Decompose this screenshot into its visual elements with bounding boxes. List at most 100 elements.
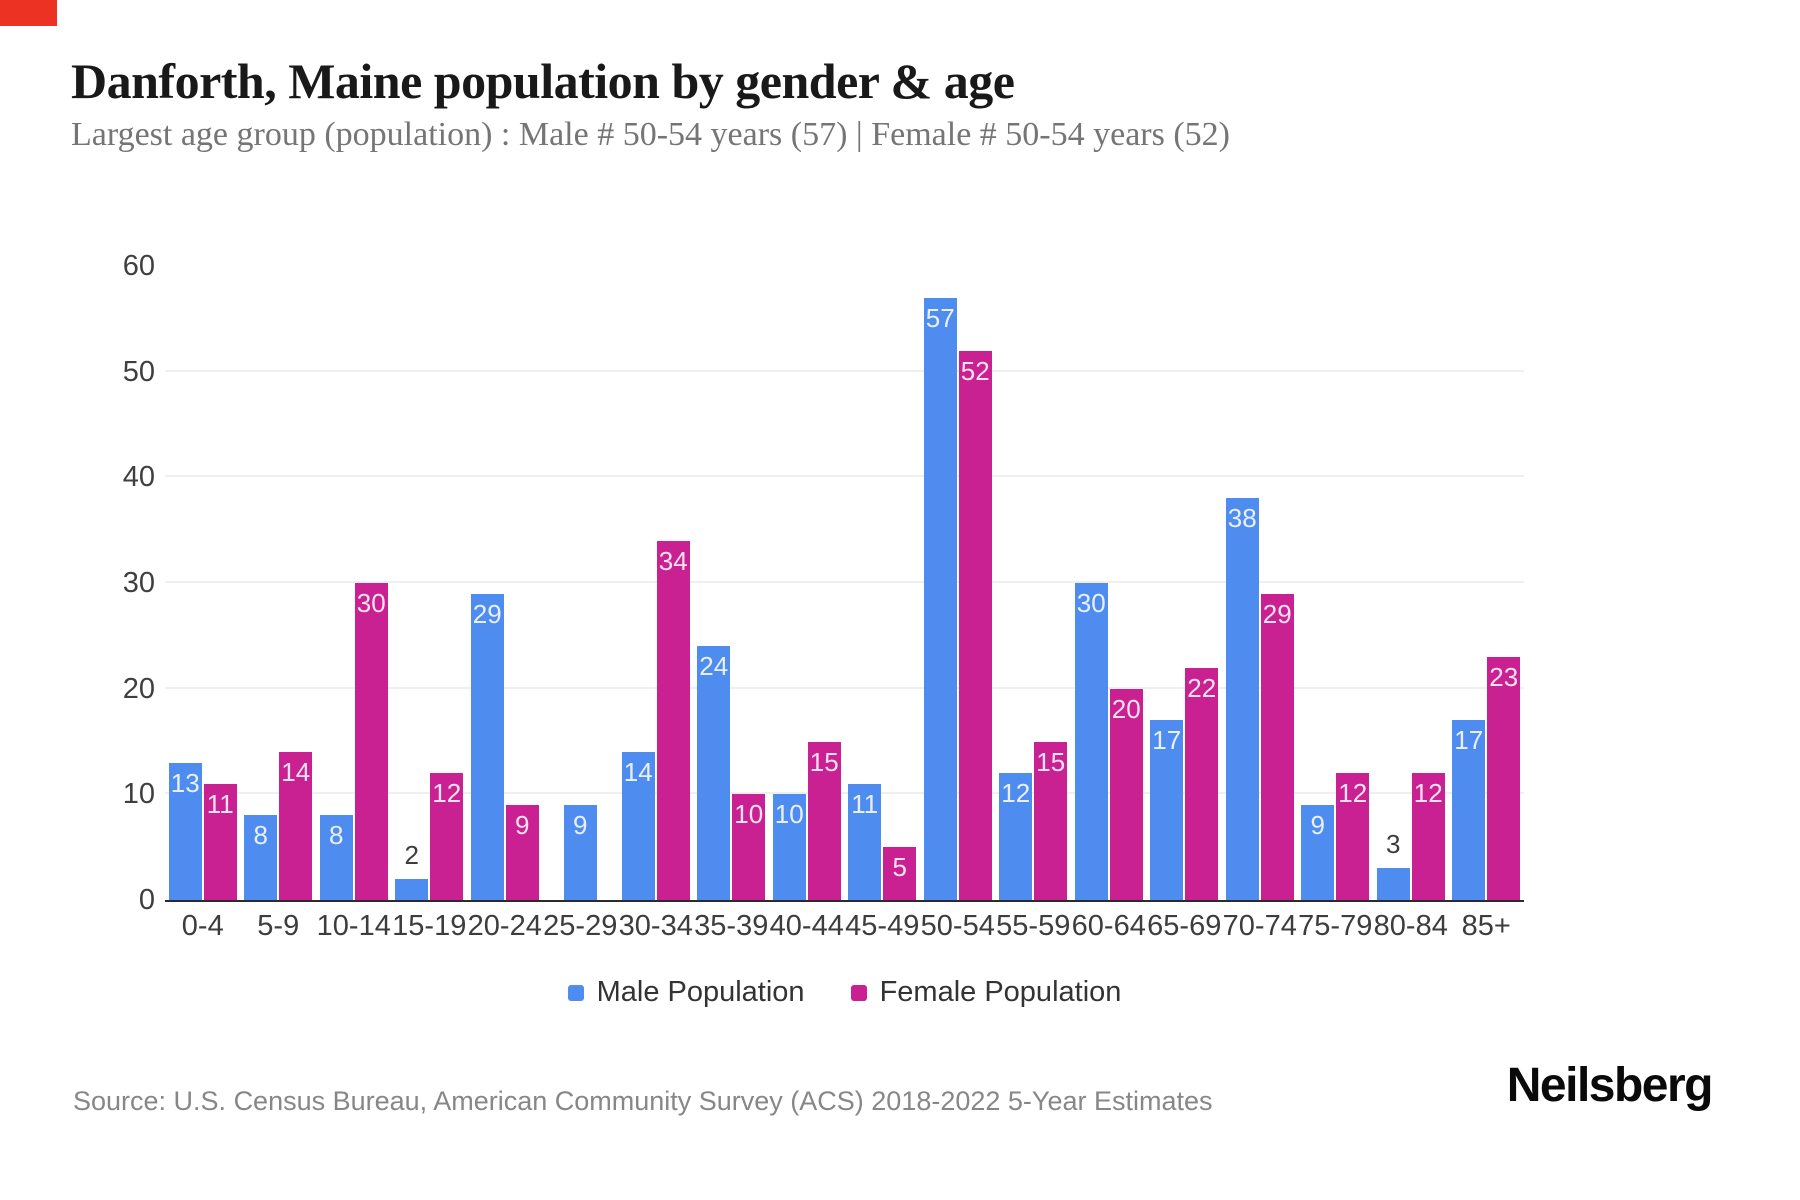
legend-item-female[interactable]: Female Population [850, 976, 1122, 1009]
bar-groups: 13 11 0-4 8 14 5-9 8 30 10-14 2 12 15-19 29 9 20-24 9 25… [165, 266, 1525, 942]
x-tick-label: 15-19 [392, 910, 467, 942]
bar-female-60-64[interactable]: 20 [1109, 688, 1143, 900]
bar-value-label: 22 [1187, 672, 1217, 703]
legend-item-male[interactable]: Male Population [567, 976, 805, 1009]
bar-female-20-24[interactable]: 9 [505, 804, 539, 900]
y-tick-label: 20 [122, 672, 155, 705]
bar-female-40-44[interactable]: 15 [807, 741, 841, 900]
bar-male-30-34[interactable]: 14 [621, 752, 655, 900]
chart-title: Danforth, Maine population by gender & a… [71, 53, 1015, 109]
bar-female-45-49[interactable]: 5 [883, 847, 917, 900]
bar-female-55-59[interactable]: 15 [1034, 741, 1068, 900]
source-attribution: Source: U.S. Census Bureau, American Com… [73, 1086, 1213, 1116]
bar-male-5-9[interactable]: 8 [244, 815, 278, 900]
age-group-15-19: 2 12 15-19 [392, 266, 468, 942]
bar-value-label: 14 [281, 757, 311, 788]
age-group-30-34: 14 34 30-34 [618, 266, 694, 942]
x-tick-label: 0-4 [181, 910, 224, 942]
bar-male-40-44[interactable]: 10 [772, 794, 806, 900]
bar-male-45-49[interactable]: 11 [848, 783, 882, 900]
bar-value-label: 9 [1310, 809, 1325, 840]
bar-female-30-34[interactable]: 34 [656, 540, 690, 900]
bar-female-70-74[interactable]: 29 [1260, 593, 1294, 900]
bar-female-85+[interactable]: 23 [1487, 656, 1521, 900]
plot-area: 13 11 0-4 8 14 5-9 8 30 10-14 2 12 15-19 29 9 20-24 9 25… [165, 266, 1525, 942]
bar-female-75-79[interactable]: 12 [1336, 773, 1370, 900]
bar-female-10-14[interactable]: 30 [354, 583, 388, 900]
bar-value-label: 9 [573, 809, 588, 840]
bar-male-25-29[interactable]: 9 [563, 804, 597, 900]
bar-male-70-74[interactable]: 38 [1225, 498, 1259, 900]
y-tick-label: 30 [122, 567, 155, 599]
bar-pair: 9 [543, 266, 619, 900]
age-group-5-9: 8 14 5-9 [241, 266, 317, 942]
x-tick-label: 50-54 [920, 910, 995, 942]
bar-male-75-79[interactable]: 9 [1301, 804, 1335, 900]
bar-pair: 14 34 [618, 266, 694, 900]
bar-male-60-64[interactable]: 30 [1074, 583, 1108, 900]
bar-pair: 3 12 [1373, 266, 1449, 900]
bar-value-label: 15 [809, 746, 839, 777]
bar-pair: 29 9 [467, 266, 543, 900]
bar-value-label: 29 [1262, 598, 1292, 629]
gridline [165, 686, 1524, 689]
bar-male-80-84[interactable]: 3 [1376, 829, 1410, 900]
x-tick-label: 75-79 [1298, 910, 1373, 942]
x-tick-label: 65-69 [1147, 910, 1222, 942]
x-tick-label: 80-84 [1373, 910, 1448, 942]
legend-label-female: Female Population [879, 976, 1122, 1008]
bar-value-label: 13 [170, 767, 200, 798]
x-tick-label: 5-9 [257, 910, 300, 942]
bar-value-label: 8 [329, 820, 344, 851]
bar-value-label: 10 [734, 799, 764, 830]
x-tick-label: 25-29 [543, 910, 618, 942]
y-tick-label: 0 [138, 884, 155, 916]
age-group-70-74: 38 29 70-74 [1222, 266, 1298, 942]
bar-female-80-84[interactable]: 12 [1411, 773, 1445, 900]
bar-female-5-9[interactable]: 14 [279, 752, 313, 900]
bar-male-20-24[interactable]: 29 [470, 593, 504, 900]
bar-female-0-4[interactable]: 11 [203, 783, 237, 900]
age-group-10-14: 8 30 10-14 [316, 266, 392, 942]
bar-male-35-39[interactable]: 24 [697, 646, 731, 900]
bar-pair: 38 29 [1222, 266, 1298, 900]
bar-male-10-14[interactable]: 8 [319, 815, 353, 900]
bar-value-label: 30 [1076, 588, 1106, 618]
bar-value-label: 5 [892, 852, 907, 883]
age-group-55-59: 12 15 55-59 [996, 266, 1072, 942]
bar-value-label: 12 [432, 778, 462, 809]
gridline [165, 581, 1524, 583]
x-tick-label: 60-64 [1071, 910, 1146, 942]
bar-pair: 8 30 [316, 266, 392, 900]
legend-label-male: Male Population [596, 976, 805, 1008]
age-group-0-4: 13 11 0-4 [165, 266, 241, 942]
bar-pair: 17 22 [1147, 266, 1223, 900]
bar-pair: 30 20 [1071, 266, 1147, 900]
bar-value-label: 10 [774, 799, 804, 830]
age-group-85+: 17 23 85+ [1449, 266, 1525, 942]
bar-female-50-54[interactable]: 52 [958, 350, 992, 900]
legend-swatch-male [567, 984, 584, 1001]
y-tick-label: 50 [122, 355, 155, 388]
bar-female-15-19[interactable]: 12 [430, 773, 464, 900]
bar-value-label: 29 [472, 598, 502, 629]
chart-legend: Male Population Female Population [165, 976, 1524, 1009]
bar-male-15-19[interactable]: 2 [395, 840, 429, 900]
bar-value-label: 14 [623, 757, 653, 788]
bar-value-label: 12 [1413, 778, 1443, 809]
bar-male-85+[interactable]: 17 [1452, 720, 1486, 900]
bar-male-0-4[interactable]: 13 [168, 762, 202, 900]
bar-pair: 9 12 [1298, 266, 1374, 900]
bar-female-35-39[interactable]: 10 [732, 794, 766, 900]
bar-pair: 13 11 [165, 266, 241, 900]
bar-value-label: 57 [925, 302, 955, 333]
bar-pair: 12 15 [996, 266, 1072, 900]
bar-female-65-69[interactable]: 22 [1185, 667, 1219, 900]
bar-male-65-69[interactable]: 17 [1150, 720, 1184, 900]
bar-male-50-54[interactable]: 57 [923, 297, 957, 900]
age-group-75-79: 9 12 75-79 [1298, 266, 1374, 942]
bar-male-55-59[interactable]: 12 [999, 773, 1033, 900]
age-group-65-69: 17 22 65-69 [1147, 266, 1223, 942]
y-axis-labels: 0 10 20 30 40 50 60 [60, 250, 155, 916]
age-group-45-49: 11 5 45-49 [845, 266, 921, 942]
